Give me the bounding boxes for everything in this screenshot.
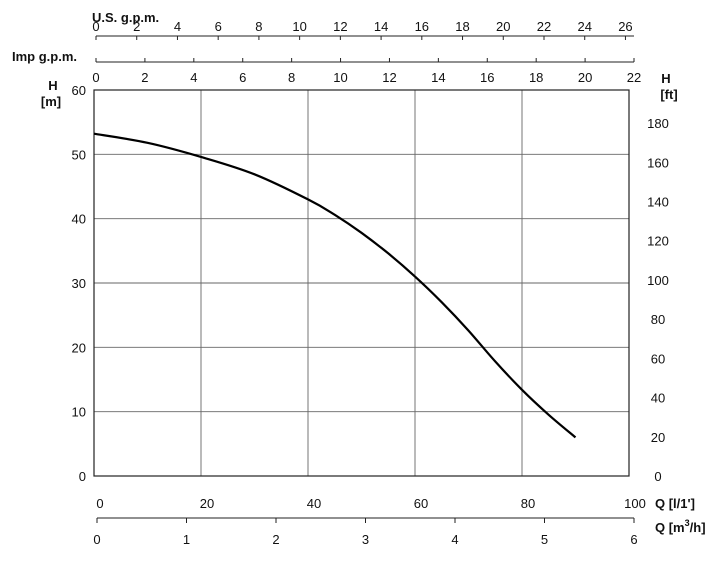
top-us-tick-label: 22 [537,19,551,34]
top-imp-tick-label: 10 [333,70,347,85]
right-axis-title-h: H [661,71,670,86]
top-imp-tick-label: 2 [141,70,148,85]
top-us-tick-label: 4 [174,19,181,34]
top-imp-tick-label: 0 [92,70,99,85]
bottom-lpm-tick-label: 80 [521,496,535,511]
top-imp-tick-label: 4 [190,70,197,85]
top-imp-tick-label: 14 [431,70,445,85]
left-tick-label: 50 [72,147,86,162]
bottom-axis-m3h-title: Q [m3/h] [655,518,706,535]
top-us-tick-label: 20 [496,19,510,34]
left-axis-title-h: H [48,78,57,93]
bottom-axis-lpm: 0 20 40 60 80 100 [96,496,645,511]
m3h-tick-label: 1 [183,532,190,547]
top-us-tick-label: 0 [92,19,99,34]
left-tick-label: 30 [72,276,86,291]
top-us-tick-label: 14 [374,19,388,34]
left-tick-label: 20 [72,340,86,355]
top-us-tick-label: 8 [255,19,262,34]
right-tick-label: 160 [647,155,669,170]
right-tick-label: 0 [654,469,661,484]
bottom-axis-m3h: 0 1 2 3 4 5 6 [93,517,638,547]
bottom-lpm-tick-label: 20 [200,496,214,511]
bottom-lpm-tick-label: 100 [624,496,646,511]
top-imp-tick-label: 20 [578,70,592,85]
left-tick-label: 60 [72,83,86,98]
right-tick-label: 120 [647,234,669,249]
left-axis-title-unit: [m] [41,94,61,109]
top-us-tick-label: 26 [618,19,632,34]
right-tick-label: 100 [647,273,669,288]
m3h-tick-label: 0 [93,532,100,547]
left-tick-label: 40 [72,212,86,227]
left-axis: 0 10 20 30 40 50 60 [72,83,86,484]
grid [94,90,629,476]
right-tick-label: 140 [647,194,669,209]
bottom-axis-lpm-title: Q [l/1'] [655,496,695,511]
plot-frame [93,89,630,477]
top-us-tick-label: 16 [415,19,429,34]
m3h-title-end: /h] [690,520,706,535]
top-imp-tick-label: 8 [288,70,295,85]
m3h-title-main: Q [m [655,520,685,535]
left-tick-label: 0 [79,469,86,484]
top-us-tick-label: 24 [577,19,591,34]
right-axis: 0 20 40 60 80 100 120 140 160 180 [647,116,669,484]
m3h-tick-label: 2 [272,532,279,547]
top-us-tick-label: 12 [333,19,347,34]
top-us-tick-label: 6 [215,19,222,34]
top-axis-imp: 0 2 4 6 8 10 12 14 16 18 20 22 [92,58,641,85]
m3h-tick-label: 4 [451,532,458,547]
top-us-tick-label: 18 [455,19,469,34]
m3h-tick-label: 5 [541,532,548,547]
right-axis-title-unit: [ft] [660,87,677,102]
bottom-lpm-tick-label: 60 [414,496,428,511]
top-imp-tick-label: 18 [529,70,543,85]
right-tick-label: 40 [651,391,665,406]
top-us-tick-label: 10 [292,19,306,34]
bottom-lpm-tick-label: 0 [96,496,103,511]
right-tick-label: 60 [651,351,665,366]
right-tick-label: 20 [651,430,665,445]
top-us-tick-label: 2 [133,19,140,34]
top-axis-imp-title: Imp g.p.m. [12,49,77,64]
left-tick-label: 10 [72,405,86,420]
right-tick-label: 180 [647,116,669,131]
top-axis-us: 0 2 4 6 8 10 12 14 16 18 20 22 24 26 [92,19,634,40]
bottom-lpm-tick-label: 40 [307,496,321,511]
top-imp-tick-label: 22 [627,70,641,85]
right-tick-label: 80 [651,312,665,327]
m3h-title-sup: 3 [685,518,690,528]
performance-curve [93,132,577,439]
top-imp-tick-label: 12 [382,70,396,85]
top-axis-us-title: U.S. g.p.m. [92,10,159,25]
m3h-tick-label: 6 [630,532,637,547]
top-imp-tick-label: 6 [239,70,246,85]
top-imp-tick-label: 16 [480,70,494,85]
m3h-tick-label: 3 [362,532,369,547]
